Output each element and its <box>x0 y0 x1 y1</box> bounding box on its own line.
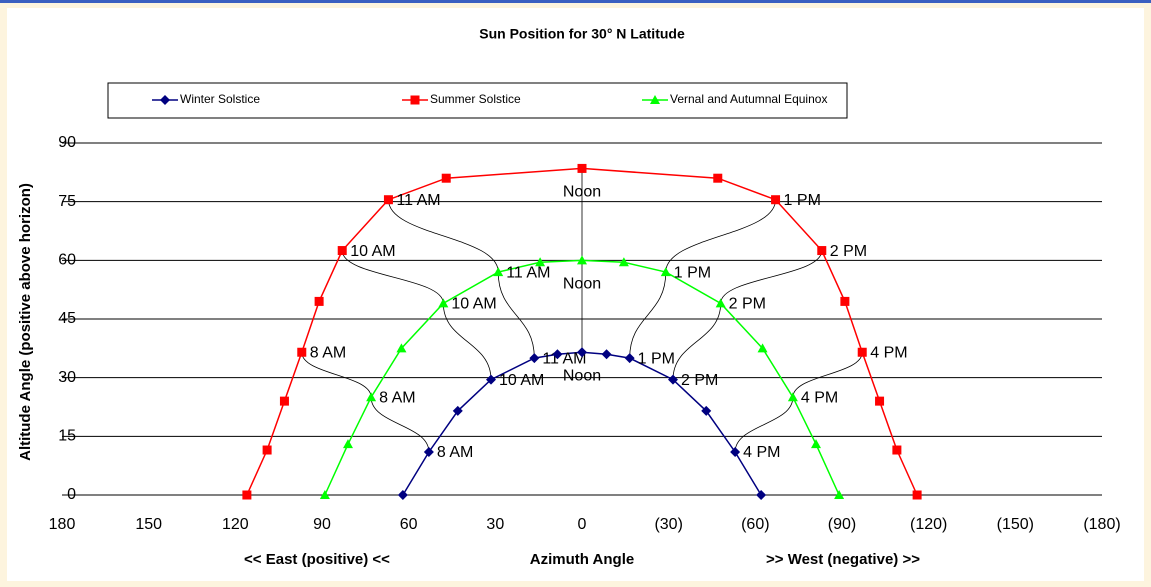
marker <box>650 95 660 104</box>
y-tick-label: 15 <box>58 428 76 445</box>
marker <box>857 347 867 357</box>
y-tick-label: 45 <box>58 310 76 327</box>
marker <box>771 195 781 205</box>
point-label: 10 AM <box>499 372 544 389</box>
point-label: 1 PM <box>784 192 821 209</box>
point-label: 8 AM <box>379 389 415 406</box>
marker <box>314 296 324 306</box>
marker <box>668 374 678 385</box>
marker <box>577 347 587 358</box>
marker <box>601 349 612 360</box>
legend-label: Winter Solstice <box>180 92 260 106</box>
point-label: 4 PM <box>870 344 907 361</box>
point-label: Noon <box>563 276 601 293</box>
marker <box>397 490 408 500</box>
point-label: 2 PM <box>729 296 766 313</box>
marker <box>279 396 289 406</box>
marker <box>529 353 540 364</box>
x-tick-label: (30) <box>654 516 682 533</box>
marker <box>535 257 546 267</box>
marker <box>811 439 821 449</box>
marker <box>757 343 768 353</box>
point-label: 8 AM <box>310 344 346 361</box>
marker <box>486 374 496 385</box>
top-bar <box>0 0 1151 3</box>
marker <box>493 267 504 277</box>
chart-title: Sun Position for 30° N Latitude <box>479 26 685 42</box>
marker <box>840 296 850 306</box>
x-tick-label: 150 <box>135 516 162 533</box>
marker <box>577 255 587 265</box>
marker <box>452 405 463 416</box>
marker <box>756 490 767 500</box>
point-label: 4 PM <box>801 389 838 406</box>
legend-label: Vernal and Autumnal Equinox <box>670 92 827 106</box>
x-annotation: << East (positive) << <box>244 551 390 568</box>
marker <box>660 267 671 277</box>
y-tick-label: 30 <box>58 369 76 386</box>
marker <box>787 392 798 402</box>
marker <box>730 446 741 457</box>
point-label: 11 AM <box>396 192 440 209</box>
point-label: Noon <box>563 367 601 384</box>
point-label: 2 PM <box>830 243 867 260</box>
legend-box <box>107 82 848 119</box>
marker <box>343 439 353 449</box>
point-label: 10 AM <box>350 243 395 260</box>
marker <box>618 257 629 267</box>
marker <box>715 298 726 308</box>
x-tick-label: (90) <box>828 516 856 533</box>
marker <box>441 173 451 183</box>
x-tick-label: 60 <box>400 516 418 533</box>
x-tick-label: (150) <box>997 516 1034 533</box>
y-tick-label: 0 <box>67 486 76 503</box>
marker <box>713 173 723 183</box>
marker <box>319 490 330 499</box>
marker <box>337 246 347 256</box>
marker <box>624 353 635 364</box>
x-tick-label: 30 <box>486 516 504 533</box>
y-axis-title: Altitude Angle (positive above horizon) <box>17 183 34 461</box>
x-annotation: >> West (negative) >> <box>766 551 920 568</box>
point-label: 1 PM <box>638 350 675 367</box>
x-tick-label: 90 <box>313 516 331 533</box>
x-tick-label: 180 <box>49 516 76 533</box>
marker <box>366 392 377 402</box>
marker <box>875 396 885 406</box>
point-label: 1 PM <box>674 264 711 281</box>
marker <box>410 95 420 105</box>
marker <box>396 343 407 353</box>
marker <box>552 349 563 360</box>
x-axis-title: Azimuth Angle <box>530 551 634 568</box>
marker <box>383 195 393 205</box>
y-tick-label: 90 <box>58 134 76 151</box>
point-label: 2 PM <box>681 372 718 389</box>
x-tick-label: (120) <box>910 516 947 533</box>
marker <box>892 445 902 455</box>
point-label: Noon <box>563 184 601 201</box>
point-label: 10 AM <box>451 296 496 313</box>
legend-label: Summer Solstice <box>430 92 521 106</box>
x-tick-label: 0 <box>578 516 587 533</box>
point-label: 8 AM <box>437 444 473 461</box>
marker <box>242 490 252 500</box>
x-tick-label: (60) <box>741 516 769 533</box>
x-tick-label: (180) <box>1083 516 1120 533</box>
marker <box>817 246 827 256</box>
marker <box>297 347 307 357</box>
marker <box>160 95 170 105</box>
x-tick-label: 120 <box>222 516 249 533</box>
marker <box>834 490 845 499</box>
marker <box>701 405 712 416</box>
y-tick-label: 60 <box>58 252 76 269</box>
point-label: 4 PM <box>743 444 780 461</box>
marker <box>438 298 449 308</box>
marker <box>912 490 922 500</box>
marker <box>423 446 434 457</box>
point-label: 11 AM <box>506 264 550 281</box>
marker <box>577 163 587 173</box>
marker <box>262 445 272 455</box>
y-tick-label: 75 <box>58 193 76 210</box>
